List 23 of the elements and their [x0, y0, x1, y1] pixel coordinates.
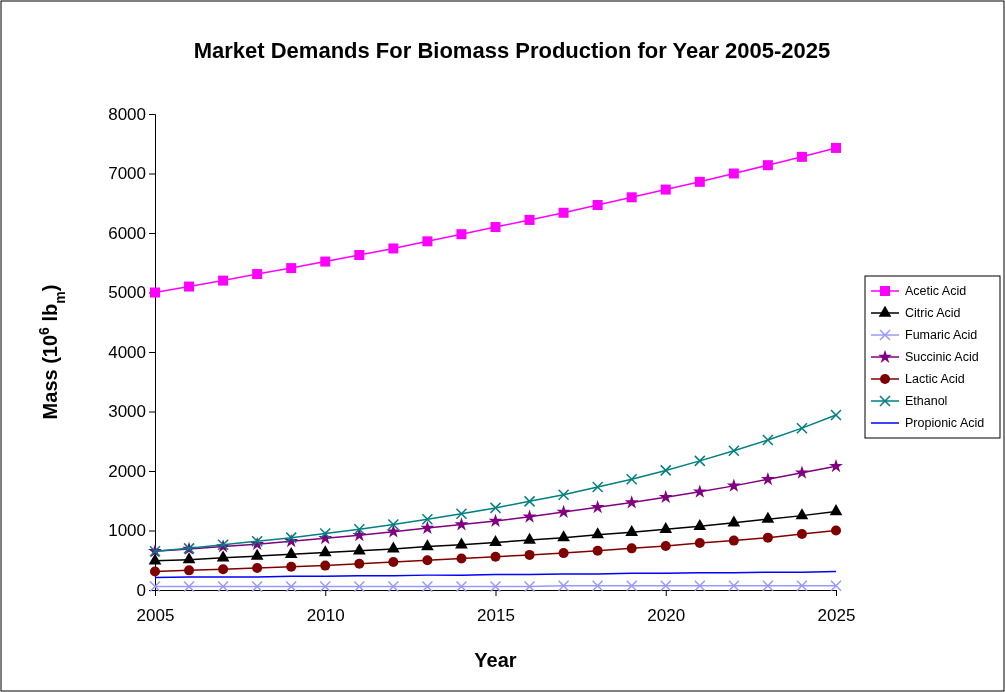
legend-label: Propionic Acid	[905, 416, 985, 430]
x-tick-label: 2010	[306, 606, 345, 626]
legend-label: Lactic Acid	[905, 372, 965, 386]
y-tick-label: 6000	[108, 223, 146, 243]
x-axis-title: Year	[474, 649, 517, 671]
legend-label: Succinic Acid	[905, 350, 979, 364]
x-tick-label: 2005	[136, 606, 175, 626]
y-tick-label: 5000	[108, 283, 146, 303]
y-tick-label: 3000	[108, 402, 146, 422]
y-tick-label: 2000	[108, 461, 146, 481]
legend-label: Fumaric Acid	[905, 328, 978, 342]
y-tick-label: 4000	[108, 342, 146, 362]
x-tick-label: 2020	[647, 606, 686, 626]
legend-label: Ethanol	[905, 394, 948, 408]
x-tick-label: 2025	[817, 606, 856, 626]
y-tick-label: 0	[136, 580, 146, 600]
y-tick-label: 1000	[108, 521, 146, 541]
y-tick-label: 8000	[108, 104, 146, 124]
chart-title: Market Demands For Biomass Production for Year 2005-2025	[193, 38, 831, 63]
legend-label: Citric Acid	[905, 306, 961, 320]
y-tick-label: 7000	[108, 164, 146, 184]
x-tick-label: 2015	[477, 606, 515, 626]
legend-label: Acetic Acid	[905, 284, 967, 298]
